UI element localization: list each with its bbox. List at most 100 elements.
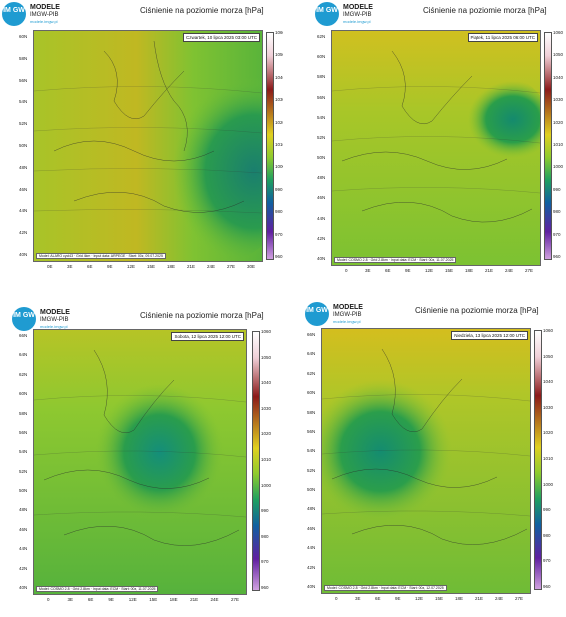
lat-label: 40N <box>19 252 28 257</box>
lon-label: 15E <box>435 596 444 601</box>
lon-label: 21E <box>187 264 196 269</box>
colorbar <box>544 32 552 260</box>
lat-label: 44N <box>19 208 28 214</box>
lon-label: 12E <box>128 597 137 602</box>
colorbar-label: 990 <box>261 508 269 514</box>
colorbar-label: 990 <box>543 507 551 513</box>
lat-label: 54N <box>317 114 326 120</box>
lon-label: 9E <box>395 596 401 601</box>
colorbar-label: 1050 <box>275 52 286 58</box>
lon-label: 18E <box>169 597 178 602</box>
colorbar-label: 1040 <box>543 379 554 385</box>
lat-label: 48N <box>317 175 326 181</box>
lon-label: 6E <box>87 264 93 269</box>
pressure-map: Niedziela, 13 lipca 2025 12:00 UTC Model… <box>321 328 531 594</box>
lon-label: 15E <box>445 268 454 273</box>
lat-label: 58N <box>307 409 316 415</box>
colorbar-label: 970 <box>543 558 551 564</box>
lon-label: 3E <box>365 268 371 273</box>
pressure-map: Czwartek, 10 lipca 2025 03:00 UTC Model:… <box>33 30 263 262</box>
colorbar-label: 960 <box>543 584 551 589</box>
lon-label: 18E <box>167 264 176 269</box>
model-info: Model: ALARO cycl43 · Grid 4km · Input d… <box>36 253 166 259</box>
panel-title: Ciśnienie na poziomie morza [hPa] <box>423 6 547 15</box>
colorbar-label: 1030 <box>543 404 554 410</box>
lat-label: 50N <box>307 487 316 493</box>
lat-label: 66N <box>19 333 28 338</box>
lon-label: 3E <box>355 596 361 601</box>
colorbar <box>252 331 260 591</box>
colorbar-label: 980 <box>275 209 283 215</box>
colorbar-label: 1010 <box>275 142 286 147</box>
colorbar-label: 1060 <box>553 30 564 35</box>
lon-label: 3E <box>67 597 73 602</box>
lat-label: 52N <box>317 134 326 140</box>
lat-label: 40N <box>317 256 326 261</box>
colorbar-label: 1010 <box>261 457 272 462</box>
lon-label: 21E <box>475 596 484 601</box>
colorbar-label: 1060 <box>275 30 286 35</box>
colorbar-label: 1050 <box>553 52 564 58</box>
colorbar-label: 1040 <box>275 74 286 80</box>
lat-label: 54N <box>19 99 28 105</box>
imgw-logo-icon: IM GW <box>315 2 339 26</box>
colorbar-label: 1000 <box>553 164 564 170</box>
lon-label: 9E <box>107 264 113 269</box>
colorbar <box>266 32 274 260</box>
panel-title: Ciśnienie na poziomie morza [hPa] <box>415 306 539 315</box>
lat-label: 60N <box>307 390 316 396</box>
lon-label: 24E <box>495 596 504 601</box>
lat-label: 44N <box>317 215 326 221</box>
panel-4: IM GW MODELE IMGW-PIB modele.imgw.pl Ciś… <box>283 300 566 617</box>
lat-label: 46N <box>19 186 28 192</box>
colorbar-label: 970 <box>261 559 269 565</box>
colorbar-label: 1030 <box>275 97 286 103</box>
model-info: Model: COSMO 2.8 · Grid 2.8km · Input da… <box>36 586 159 592</box>
colorbar-label: 980 <box>543 532 551 538</box>
model-info: Model: COSMO 2.8 · Grid 2.8km · Input da… <box>334 257 457 263</box>
lat-label: 42N <box>19 565 28 571</box>
lat-label: 50N <box>19 143 28 148</box>
colorbar-label: 1060 <box>543 328 554 333</box>
panel-3: IM GW MODELE IMGW-PIB modele.imgw.pl Ciś… <box>0 305 283 617</box>
lon-label: 0 <box>345 268 348 273</box>
imgw-logo-icon: IM GW <box>12 307 36 331</box>
logo-line2: IMGW-PIB <box>343 12 372 18</box>
logo-line2: IMGW-PIB <box>333 312 362 318</box>
logo: IM GW MODELE IMGW-PIB modele.imgw.pl <box>313 0 433 28</box>
logo-line3: modele.imgw.pl <box>40 324 68 329</box>
lat-label: 62N <box>307 370 316 376</box>
lat-label: 60N <box>19 34 28 39</box>
lon-label: 27E <box>227 264 236 269</box>
lon-label: 3E <box>67 264 73 269</box>
lat-label: 62N <box>19 371 28 377</box>
lat-label: 48N <box>307 506 316 512</box>
lat-label: 64N <box>19 352 28 358</box>
lon-label: 18E <box>455 596 464 601</box>
colorbar-label: 990 <box>553 186 561 192</box>
lon-label: 9E <box>405 268 411 273</box>
lat-label: 42N <box>317 235 326 241</box>
forecast-date: Piątek, 11 lipca 2025 06:00 UTC <box>467 33 538 42</box>
lat-label: 58N <box>317 74 326 80</box>
colorbar-label: 980 <box>553 209 561 215</box>
lon-label: 24E <box>210 597 219 602</box>
colorbar-label: 1060 <box>261 329 272 334</box>
lon-label: 6E <box>375 596 381 601</box>
logo: IM GW MODELE IMGW-PIB modele.imgw.pl <box>303 300 423 328</box>
lat-label: 46N <box>317 195 326 201</box>
lon-label: 0 <box>335 596 338 601</box>
logo-line3: modele.imgw.pl <box>333 319 361 324</box>
lon-label: 15E <box>147 264 156 269</box>
colorbar-label: 1020 <box>275 119 286 125</box>
lat-label: 54N <box>19 449 28 455</box>
forecast-date: Sobota, 12 lipca 2025 12:00 UTC <box>171 332 244 341</box>
colorbar-label: 1050 <box>543 353 554 359</box>
lon-label: 27E <box>515 596 524 601</box>
lon-label: 0 <box>47 597 50 602</box>
lat-label: 52N <box>19 468 28 474</box>
logo-line3: modele.imgw.pl <box>343 19 371 24</box>
lon-label: 21E <box>190 597 199 602</box>
colorbar-label: 970 <box>553 231 561 237</box>
colorbar-label: 960 <box>261 585 269 590</box>
